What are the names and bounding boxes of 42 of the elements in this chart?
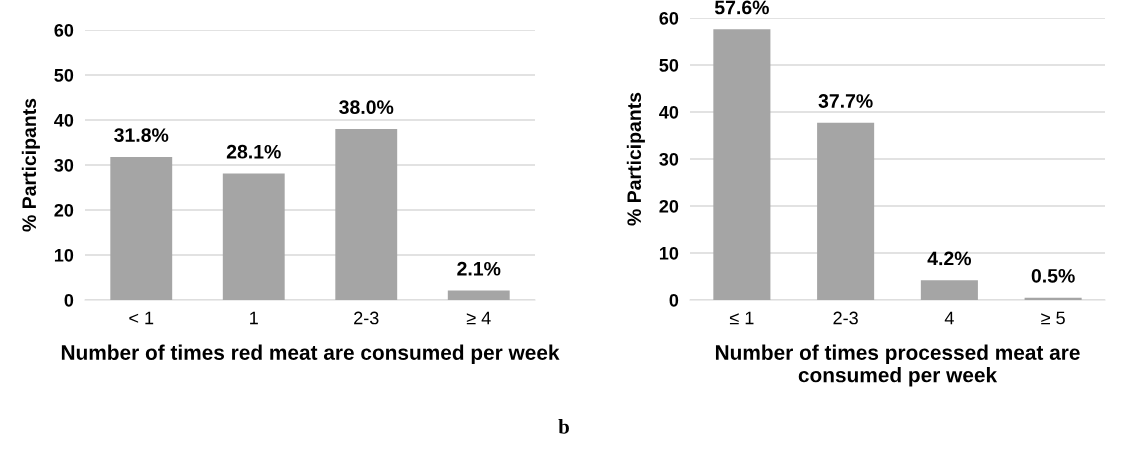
data-label: 4.2% [927,251,972,266]
y-tick-label: 10 [659,246,679,260]
data-label: 28.1% [226,144,281,159]
x-axis-title: Number of times processed meat are consumed per week [715,344,1080,387]
x-tick-label: ≤ 1 [729,311,754,325]
x-axis-title: Number of times red meat are consumed per week [61,344,560,365]
x-tick-label: 2-3 [833,311,858,325]
y-tick-label: 40 [659,105,679,119]
y-tick-label: 50 [659,58,679,72]
y-tick-label: 10 [54,248,74,262]
bar [447,290,510,300]
bar [335,129,398,300]
y-tick-label: 60 [659,11,679,25]
x-tick-label: 4 [944,311,954,325]
x-tick-label: 1 [250,311,258,325]
y-tick-label: 0 [64,293,74,307]
x-tick-label: < 1 [129,311,154,325]
y-axis-title: % Participants [626,92,645,226]
x-tick-label: ≥ 5 [1041,311,1065,325]
data-label: 31.8% [114,128,169,142]
bar [222,173,285,300]
y-axis-title: % Participants [21,98,40,232]
y-tick-label: 50 [54,68,74,82]
y-tick-label: 0 [669,293,679,307]
data-label: 2.1% [457,261,501,276]
y-tick-label: 60 [54,23,74,37]
y-tick-label: 20 [659,199,679,213]
data-label: 37.7% [818,94,873,108]
text: b [558,419,569,434]
bar [110,156,173,300]
bar [713,29,771,300]
bar [920,280,978,300]
bar [817,122,875,300]
data-label: 0.5% [1031,268,1075,283]
y-tick-label: 30 [659,152,679,166]
y-tick-label: 20 [54,203,74,217]
x-tick-label: 2-3 [354,311,379,325]
data-label: 57.6% [714,0,769,15]
y-tick-label: 40 [54,113,74,127]
data-label: 38.0% [339,100,394,115]
y-tick-label: 30 [54,158,74,172]
x-tick-label: ≥ 4 [466,311,491,325]
